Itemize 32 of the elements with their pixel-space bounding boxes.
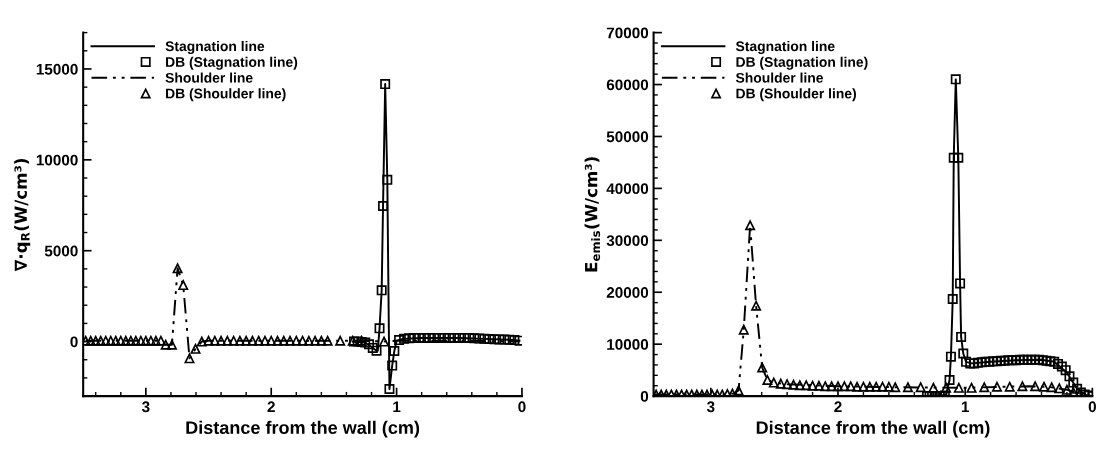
y-axis-title: E$_{emis}$(W/cm³) bbox=[584, 157, 601, 272]
x-tick-label: 0 bbox=[1088, 401, 1096, 413]
x-axis-title: Distance from the wall (cm) bbox=[756, 420, 990, 438]
x-tick-label: 3 bbox=[706, 401, 715, 413]
x-tick-label: 3 bbox=[141, 401, 150, 413]
y-tick-label: 5000 bbox=[44, 245, 78, 257]
x-tick-label: 1 bbox=[961, 401, 970, 413]
legend-label: DB (Shoulder line) bbox=[166, 88, 286, 102]
y-tick-label: 15000 bbox=[36, 63, 78, 75]
legend-label: Shoulder line bbox=[735, 72, 824, 83]
y-tick-label: 0 bbox=[70, 336, 78, 348]
legend-label: DB (Stagnation line) bbox=[736, 56, 868, 70]
y-tick-label: 50000 bbox=[606, 131, 649, 143]
y-tick-label: 70000 bbox=[606, 27, 649, 39]
y-tick-label: 0 bbox=[640, 390, 649, 402]
legend-label: Stagnation line bbox=[165, 40, 265, 54]
x-tick-label: 2 bbox=[267, 401, 275, 413]
y-tick-label: 10000 bbox=[36, 154, 78, 166]
legend-label: DB (Stagnation line) bbox=[166, 56, 298, 70]
x-tick-label: 2 bbox=[834, 401, 842, 413]
y-axis-title: ∇·q$_{R}$(W/cm³) bbox=[14, 158, 31, 272]
legend-label: Stagnation line bbox=[735, 40, 835, 54]
x-tick-label: 0 bbox=[518, 401, 526, 413]
y-tick-label: 60000 bbox=[606, 79, 649, 91]
x-axis-title: Distance from the wall (cm) bbox=[186, 420, 420, 438]
y-tick-label: 40000 bbox=[606, 183, 649, 195]
legend-label: DB (Shoulder line) bbox=[736, 88, 856, 102]
x-tick-label: 1 bbox=[393, 401, 401, 413]
y-tick-label: 20000 bbox=[606, 287, 649, 298]
y-tick-label: 10000 bbox=[607, 339, 649, 350]
legend-label: Shoulder line bbox=[165, 72, 253, 83]
y-tick-label: 30000 bbox=[606, 235, 649, 247]
